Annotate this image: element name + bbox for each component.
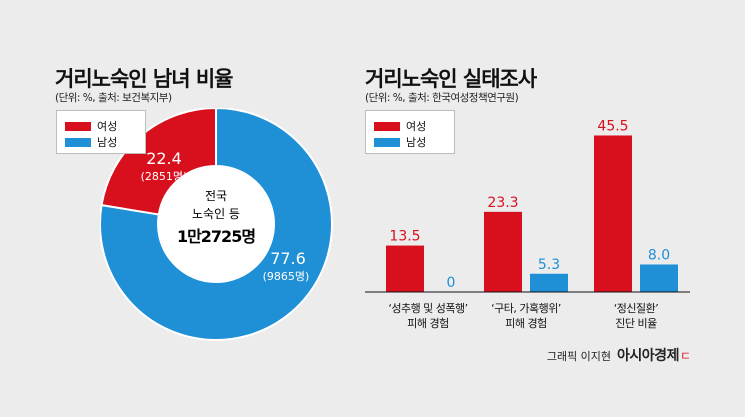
right-legend: 여성 남성	[365, 110, 455, 154]
graphic-credit: 그래픽 이지현	[546, 350, 612, 363]
bar-value-male-0: 0	[447, 275, 456, 291]
bar-value-male-1: 5.3	[538, 257, 560, 273]
bar-value-male-2: 8.0	[648, 247, 670, 263]
category-label-1-1: 피해 경험	[505, 316, 546, 330]
female-swatch	[374, 121, 400, 131]
right-title: 거리노숙인 실태조사	[365, 67, 537, 91]
donut-hole	[159, 167, 273, 281]
legend-label-male: 남성	[97, 136, 118, 149]
category-label-1-0: ‘구타, 가혹행위’	[491, 301, 561, 315]
bar-female-1	[484, 211, 522, 292]
female-count-label: (2851명)	[141, 170, 188, 183]
left-title: 거리노숙인 남녀 비율	[55, 67, 234, 91]
male-swatch	[65, 137, 91, 147]
donut-slice-male	[100, 108, 333, 341]
male-count-label: (9865명)	[263, 270, 310, 283]
category-label-2-0: ‘정신질환’	[614, 302, 658, 315]
brand-logo: 아시아경제	[617, 348, 679, 364]
female-swatch	[65, 121, 91, 131]
bar-female-0	[386, 245, 424, 292]
donut-center-total: 1만2725명	[177, 227, 255, 246]
legend-label-female: 여성	[97, 120, 118, 133]
legend-item-male: 남성	[65, 134, 117, 150]
right-subtitle: (단위: %, 출처: 한국여성정책연구원)	[365, 92, 519, 104]
category-label-2-1: 진단 비율	[615, 317, 657, 330]
donut-chart: 전국 노숙인 등 1만2725명 22.4 (2851명) 77.6 (9865…	[100, 108, 333, 341]
donut-center-line2: 노숙인 등	[192, 207, 240, 221]
legend-item-female: 여성	[374, 118, 426, 134]
bar-female-2	[594, 135, 632, 292]
male-swatch	[374, 137, 400, 147]
brand-mark-icon: ㄷ	[679, 349, 691, 363]
bar-male-2	[640, 264, 678, 292]
left-legend: 여성 남성	[56, 110, 146, 154]
donut-center-line1: 전국	[205, 189, 227, 203]
category-label-0-1: 피해 경험	[407, 316, 448, 330]
category-label-0-0: ‘성추행 및 성폭행’	[388, 302, 467, 315]
legend-label-female: 여성	[406, 120, 427, 133]
bar-value-female-0: 13.5	[389, 229, 420, 245]
footer: 그래픽 이지현 아시아경제 ㄷ	[547, 345, 691, 365]
left-subtitle: (단위: %, 출처: 보건복지부)	[55, 92, 172, 104]
legend-item-male: 남성	[374, 134, 426, 150]
legend-label-male: 남성	[406, 136, 427, 149]
male-value-label: 77.6	[270, 249, 306, 268]
bar-value-female-1: 23.3	[487, 195, 518, 211]
legend-item-female: 여성	[65, 118, 117, 134]
bar-male-1	[530, 273, 568, 292]
donut-slice-female	[100, 108, 217, 216]
bar-value-female-2: 45.5	[597, 118, 628, 134]
female-value-label: 22.4	[146, 149, 182, 168]
